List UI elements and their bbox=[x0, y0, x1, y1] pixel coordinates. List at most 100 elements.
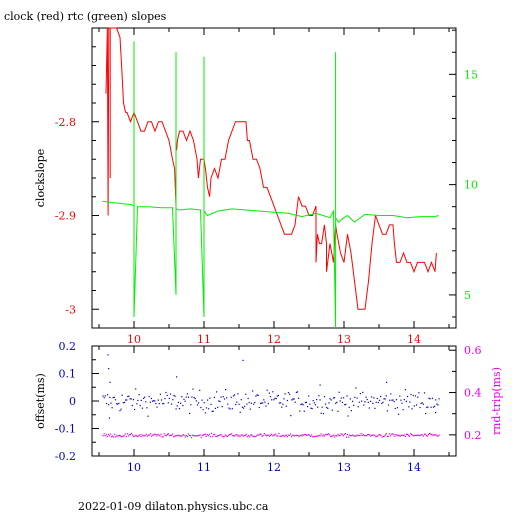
bottom-rndtrip-point bbox=[237, 435, 239, 437]
bottom-offset-point bbox=[345, 403, 347, 406]
bottom-offset-point bbox=[118, 402, 120, 404]
bottom-rndtrip-point bbox=[239, 436, 241, 438]
bottom-rndtrip-point bbox=[118, 434, 120, 436]
bottom-rndtrip-point bbox=[300, 435, 302, 437]
bottom-offset-point bbox=[321, 406, 323, 408]
bottom-offset-point bbox=[322, 413, 324, 415]
bottom-offset-point bbox=[286, 399, 288, 402]
bottom-offset-point bbox=[200, 406, 202, 409]
bottom-offset-point bbox=[110, 402, 112, 404]
bottom-offset-point bbox=[311, 408, 313, 410]
bottom-rndtrip-point bbox=[201, 434, 203, 437]
bottom-offset-point bbox=[254, 401, 256, 404]
bottom-rndtrip-point bbox=[181, 435, 183, 437]
bottom-offset-point bbox=[310, 407, 312, 409]
bottom-offset-point bbox=[176, 376, 178, 378]
bottom-rndtrip-point bbox=[274, 434, 276, 436]
bottom-offset-point bbox=[131, 404, 133, 407]
bottom-rndtrip-point bbox=[142, 435, 144, 437]
bottom-rndtrip-point bbox=[226, 435, 228, 438]
bottom-offset-point bbox=[436, 403, 438, 405]
bottom-rndtrip-point bbox=[209, 436, 212, 438]
bottom-offset-point bbox=[212, 410, 214, 412]
bottom-offset-point bbox=[412, 394, 414, 397]
bottom-offset-point bbox=[178, 408, 181, 410]
bottom-offset-point bbox=[214, 407, 217, 409]
footer-label: 2022-01-09 dilaton.physics.ubc.ca bbox=[78, 500, 269, 512]
bottom-offset-point bbox=[150, 397, 152, 400]
top-y-tick-label-left: -2.9 bbox=[55, 210, 76, 223]
bottom-rndtrip-point bbox=[294, 434, 296, 436]
bottom-rndtrip-point bbox=[105, 434, 107, 436]
bottom-offset-point bbox=[255, 395, 257, 397]
bottom-offset-point bbox=[232, 395, 235, 397]
bottom-rndtrip-point bbox=[119, 434, 121, 436]
bottom-offset-point bbox=[301, 403, 303, 405]
bottom-rndtrip-point bbox=[242, 435, 244, 437]
bottom-rndtrip-point bbox=[135, 434, 137, 436]
bottom-offset-point bbox=[417, 396, 419, 398]
bottom-rndtrip-point bbox=[271, 433, 273, 435]
bottom-rndtrip-point bbox=[419, 435, 421, 437]
bottom-rndtrip-point bbox=[120, 436, 122, 438]
bottom-offset-point bbox=[187, 396, 190, 398]
bottom-rndtrip-point bbox=[370, 435, 372, 437]
bottom-rndtrip-point bbox=[313, 436, 315, 438]
bottom-rndtrip-point bbox=[306, 434, 308, 436]
bottom-offset-point bbox=[217, 406, 219, 408]
bottom-offset-point bbox=[195, 400, 197, 402]
bottom-rndtrip-point bbox=[168, 434, 171, 437]
bottom-rndtrip-point bbox=[234, 435, 236, 437]
bottom-offset-point bbox=[148, 395, 150, 398]
bottom-rndtrip-point bbox=[202, 434, 204, 436]
bottom-rndtrip-point bbox=[385, 433, 387, 435]
bottom-offset-point bbox=[253, 403, 255, 405]
bottom-offset-point bbox=[138, 394, 140, 396]
bottom-rndtrip-point bbox=[247, 434, 250, 437]
bottom-offset-point bbox=[325, 403, 327, 405]
bottom-rndtrip-point bbox=[248, 436, 251, 438]
bottom-rndtrip-point bbox=[110, 436, 113, 438]
bottom-rndtrip-point bbox=[143, 435, 145, 437]
bottom-rndtrip-point bbox=[412, 434, 414, 436]
bottom-offset-point bbox=[414, 395, 417, 397]
bottom-offset-point bbox=[231, 408, 233, 410]
bottom-rndtrip-point bbox=[341, 434, 343, 436]
bottom-rndtrip-point bbox=[336, 435, 338, 437]
bottom-rndtrip-point bbox=[423, 433, 425, 435]
bottom-rndtrip-point bbox=[438, 434, 440, 436]
bottom-offset-point bbox=[405, 400, 408, 402]
bottom-rndtrip-point bbox=[159, 435, 161, 437]
bottom-offset-point bbox=[269, 396, 272, 398]
bottom-offset-point bbox=[291, 399, 293, 401]
bottom-offset-point bbox=[363, 404, 365, 406]
bottom-offset-point bbox=[122, 402, 124, 404]
bottom-rndtrip-point bbox=[273, 434, 275, 436]
bottom-offset-point bbox=[332, 397, 335, 399]
bottom-offset-point bbox=[177, 401, 179, 403]
bottom-rndtrip-point bbox=[307, 434, 310, 436]
bottom-rndtrip-point bbox=[320, 433, 322, 435]
bottom-y-tick-label-left: -0.1 bbox=[55, 423, 76, 436]
bottom-rndtrip-point bbox=[265, 435, 267, 437]
bottom-offset-point bbox=[134, 408, 136, 411]
bottom-offset-point bbox=[403, 399, 405, 401]
bottom-rndtrip-point bbox=[245, 433, 247, 435]
bottom-offset-point bbox=[300, 404, 302, 406]
bottom-offset-point bbox=[111, 407, 113, 409]
bottom-rndtrip-point bbox=[200, 436, 202, 439]
top-y-tick-label-left: -3 bbox=[65, 303, 76, 316]
bottom-rndtrip-point bbox=[262, 435, 264, 437]
bottom-offset-point bbox=[174, 395, 176, 397]
bottom-rndtrip-point bbox=[421, 434, 423, 436]
bottom-offset-point bbox=[126, 399, 128, 401]
bottom-rndtrip-point bbox=[215, 435, 217, 437]
bottom-rndtrip-point bbox=[133, 435, 135, 438]
bottom-x-tick-label: 12 bbox=[267, 461, 281, 474]
bottom-offset-point bbox=[352, 400, 354, 402]
bottom-rndtrip-point bbox=[303, 433, 305, 436]
bottom-offset-point bbox=[330, 399, 332, 401]
bottom-offset-point bbox=[240, 399, 242, 401]
bottom-offset-point bbox=[385, 395, 387, 397]
bottom-offset-point bbox=[304, 401, 306, 404]
